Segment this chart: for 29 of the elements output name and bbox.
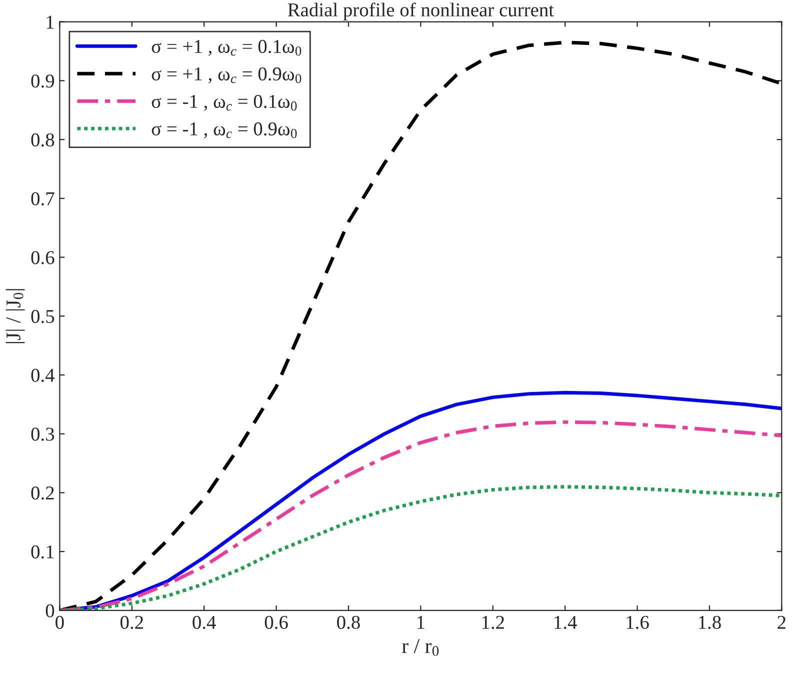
y-tick-label: 0.6 (31, 251, 54, 264)
x-tick-label: 1 (418, 616, 424, 629)
x-tick-label: 0.4 (192, 616, 216, 630)
y-tick-label: 1 (46, 16, 54, 29)
y-tick-label: 0 (46, 604, 54, 618)
x-tick-label: 1.2 (482, 616, 504, 630)
y-tick-label: 0.5 (31, 310, 54, 324)
chart-title: Radial profile of nonlinear current (288, 2, 554, 20)
legend-label: σ = -1 , ω$_{c}$ = 0.1ω$_{0}$ (152, 94, 297, 111)
y-tick-label: 0.1 (31, 545, 54, 559)
x-tick-label: 0 (56, 616, 64, 629)
legend-label: σ = +1 , ω$_{c}$ = 0.9ω$_{0}$ (152, 67, 302, 84)
y-tick-label: 0.9 (31, 74, 54, 88)
y-tick-label: 0.3 (31, 428, 54, 441)
x-tick-label: 1.4 (554, 616, 577, 630)
y-axis-title: |J| / |J$_{0}$| (6, 289, 25, 344)
x-tick-label: 0.6 (264, 616, 288, 630)
x-tick-label: 0.2 (120, 616, 143, 630)
x-tick-label: 1.6 (626, 616, 649, 630)
x-axis-title: r / r$_{0}$ (402, 639, 439, 656)
y-tick-label: 0.8 (31, 133, 54, 147)
x-tick-label: 2 (778, 616, 786, 629)
y-tick-label: 0.2 (31, 486, 54, 500)
x-tick-label: 1.8 (699, 616, 721, 630)
y-tick-label: 0.4 (31, 368, 55, 382)
x-tick-label: 0.8 (337, 616, 360, 630)
legend-label: σ = +1 , ω$_{c}$ = 0.1ω$_{0}$ (152, 40, 302, 56)
y-tick-label: 0.7 (31, 192, 54, 206)
legend-label: σ = -1 , ω$_{c}$ = 0.9ω$_{0}$ (152, 122, 297, 138)
